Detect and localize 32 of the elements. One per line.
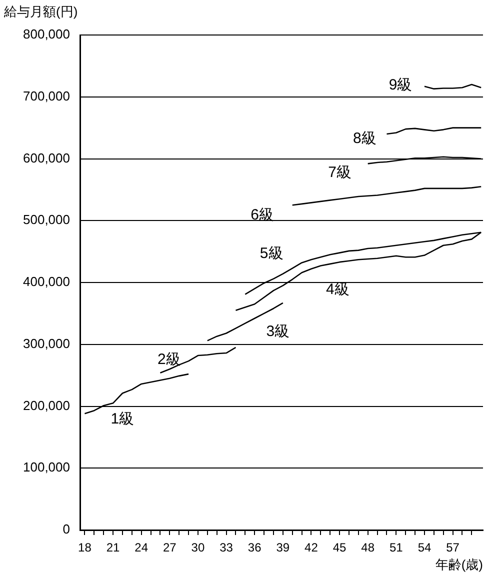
x-tick-label: 18: [78, 540, 92, 555]
x-tick-label: 21: [106, 540, 120, 555]
y-tick-label: 800,000: [23, 26, 70, 42]
series-label: 7級: [328, 164, 352, 181]
y-tick-label: 100,000: [23, 460, 70, 475]
x-tick-label: 36: [248, 540, 262, 555]
x-axis-title: 年齢(歳): [435, 557, 483, 572]
x-tick-label: 48: [361, 540, 375, 555]
x-tick-label: 30: [191, 540, 205, 555]
x-tick-label: 54: [418, 540, 432, 555]
x-tick-label: 42: [304, 540, 318, 555]
x-tick-label: 51: [389, 540, 404, 555]
x-tick-label: 45: [332, 540, 347, 555]
y-tick-label: 600,000: [23, 150, 70, 166]
series-label: 2級: [158, 350, 181, 368]
y-tick-label: 300,000: [23, 336, 70, 351]
y-tick-label: 500,000: [23, 212, 70, 228]
y-tick-label: 200,000: [23, 398, 70, 413]
x-tick-label: 24: [134, 540, 148, 555]
series-label: 1級: [110, 410, 134, 428]
series-label: 3級: [266, 323, 290, 340]
y-tick-label: 700,000: [23, 88, 70, 104]
x-tick-label: 57: [446, 540, 460, 555]
x-tick-label: 39: [276, 540, 290, 555]
x-tick-label: 33: [220, 540, 234, 555]
series-label: 9級: [388, 76, 412, 94]
series-label: 8級: [353, 130, 376, 148]
y-axis-title: 給与月額(円): [3, 4, 78, 20]
y-tick-label: 400,000: [23, 274, 70, 290]
y-tick-label: 0: [62, 522, 70, 537]
x-tick-label: 27: [162, 540, 177, 555]
series-label: 5級: [260, 244, 284, 262]
